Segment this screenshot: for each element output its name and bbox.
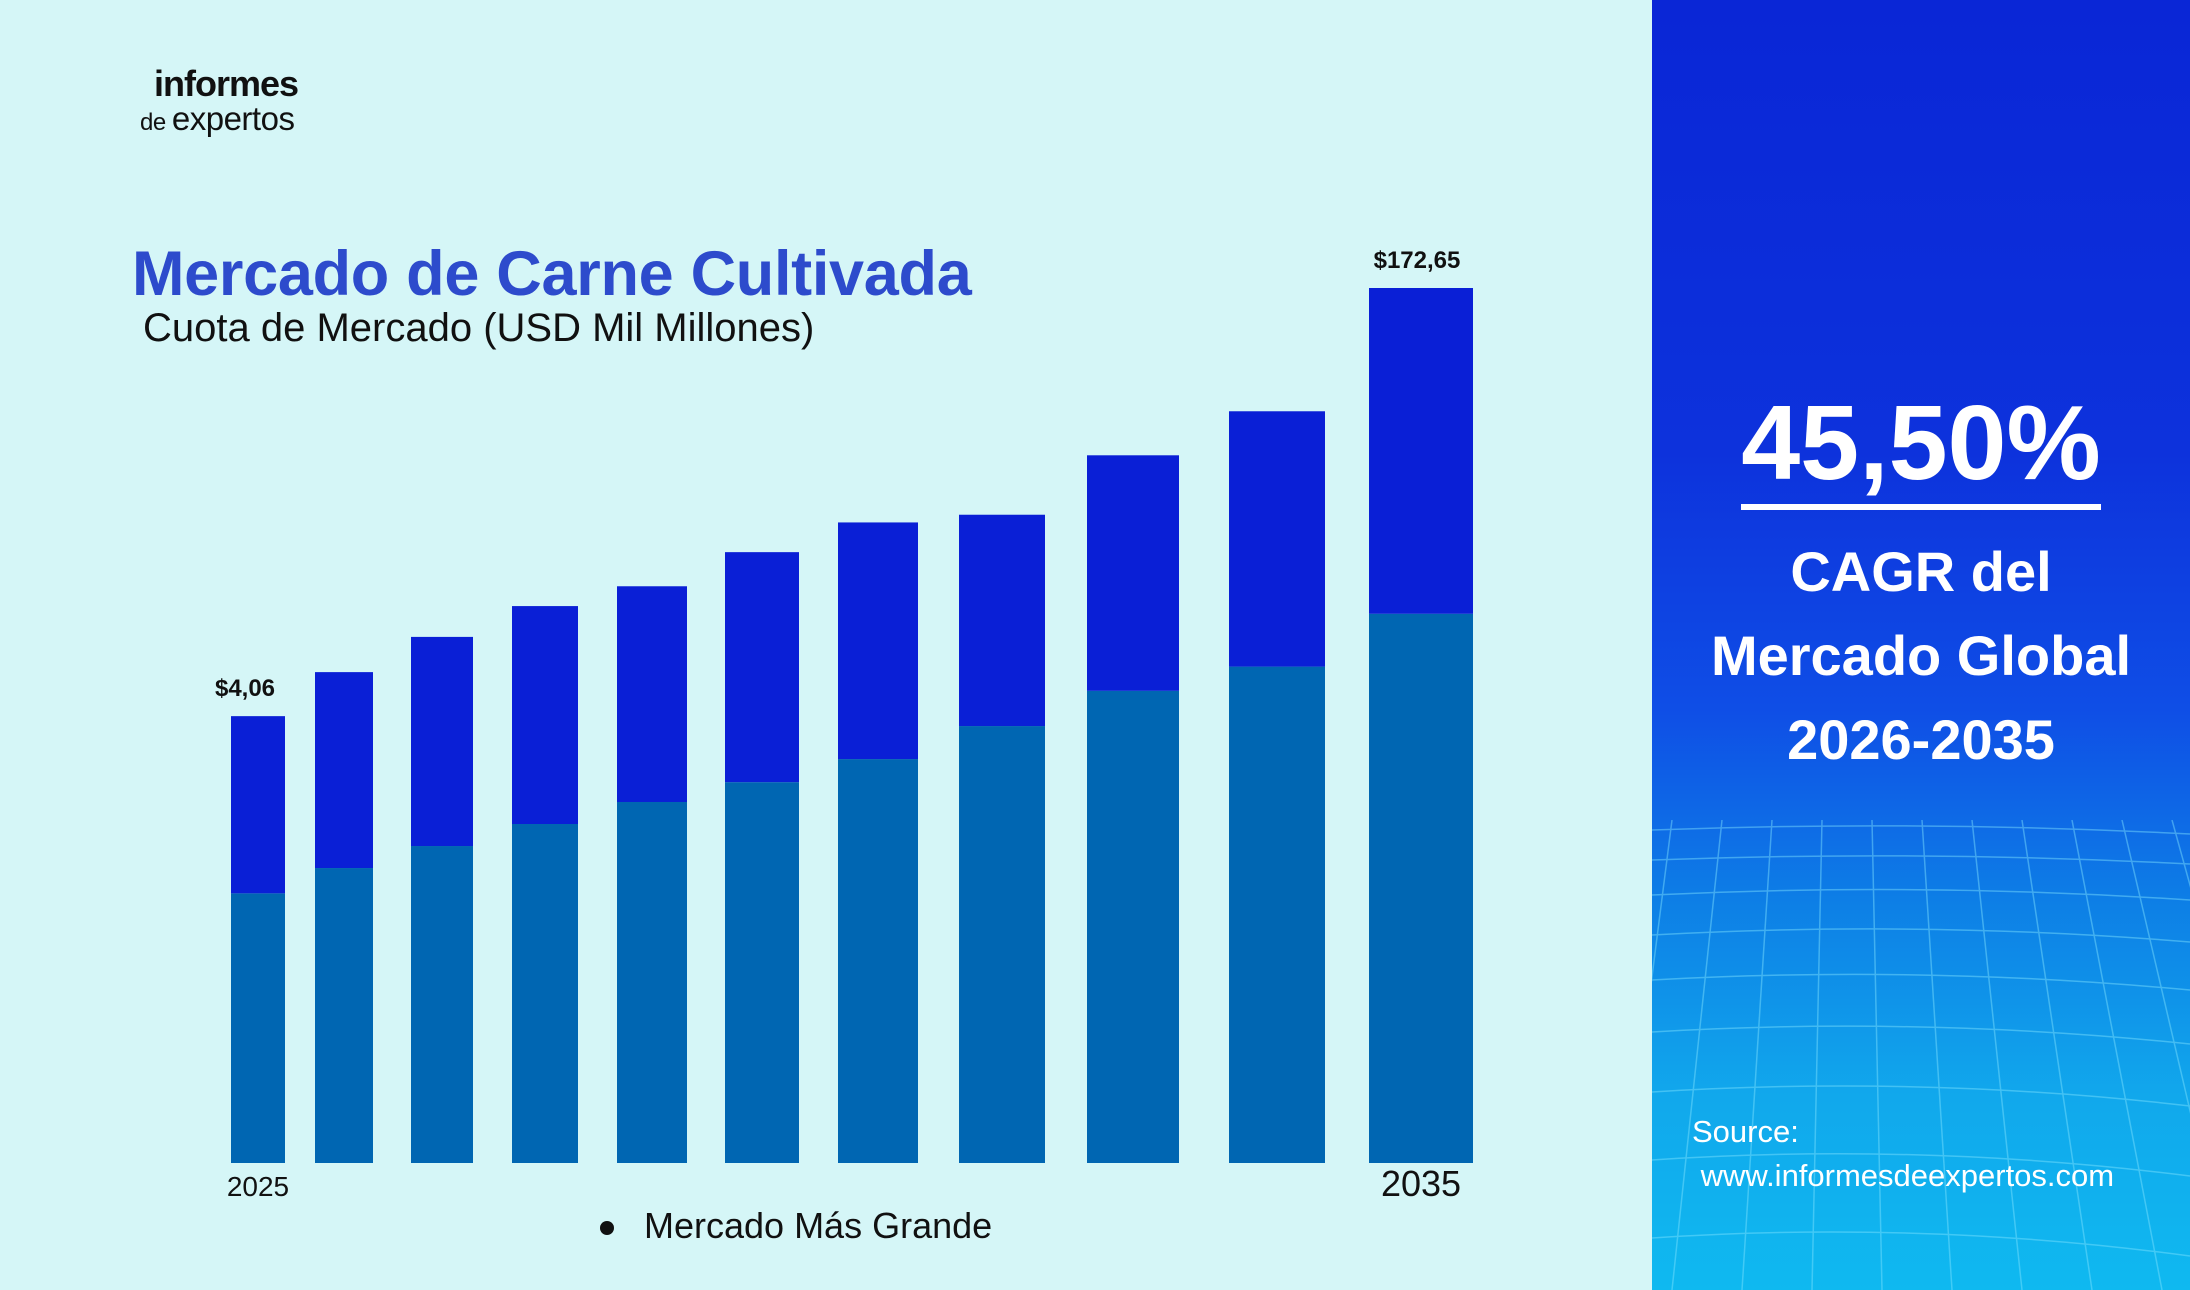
bar-segment-2031-top bbox=[838, 522, 918, 760]
bar-segment-2029-top bbox=[617, 586, 687, 802]
bar-segment-2030-top bbox=[725, 552, 799, 783]
pool-tiles-background bbox=[1652, 820, 2190, 1290]
source-text: Source: www.informesdeexpertos.com bbox=[1692, 1114, 2115, 1193]
bar-segment-2033-top bbox=[1087, 455, 1179, 691]
x-tick-label-2035: 2035 bbox=[1381, 1163, 1461, 1204]
bar-segment-2026-bottom bbox=[315, 868, 373, 1163]
chart-subtitle: Cuota de Mercado (USD Mil Millones) bbox=[143, 306, 815, 350]
data-label-2035: $172,65 bbox=[1374, 247, 1461, 274]
bar-segment-2029-bottom bbox=[617, 801, 687, 1163]
bar-segment-2031-bottom bbox=[838, 759, 918, 1163]
bar-segment-2035-bottom bbox=[1369, 613, 1473, 1163]
bar-segment-2025-bottom bbox=[231, 893, 285, 1163]
chart-area: informes de expertos Mercado de Carne Cu… bbox=[132, 63, 1473, 1247]
bar-segment-2028-bottom bbox=[512, 824, 578, 1163]
bar-segment-2025-top bbox=[231, 716, 285, 894]
bar-segment-2035-top bbox=[1369, 288, 1473, 614]
chart-legend: Mercado Más Grande bbox=[600, 1205, 992, 1247]
chart-title: Mercado de Carne Cultivada bbox=[132, 239, 972, 309]
bar-segment-2034-bottom bbox=[1229, 666, 1325, 1163]
x-tick-label-2025: 2025 bbox=[227, 1171, 289, 1202]
bar-chart: 2025 2035 $4,06 $172,65 bbox=[215, 247, 1473, 1204]
bar-segment-2034-top bbox=[1229, 411, 1325, 667]
bar-segment-2028-top bbox=[512, 606, 578, 825]
cagr-panel: 45,50% CAGR del Mercado Global 2026-2035… bbox=[1652, 0, 2190, 1290]
bar-segment-2033-bottom bbox=[1087, 690, 1179, 1163]
bar-segment-2027-bottom bbox=[411, 846, 473, 1163]
bar-segment-2032-bottom bbox=[959, 726, 1045, 1163]
cagr-description: CAGR del Mercado Global 2026-2035 bbox=[1710, 540, 2132, 771]
bar-segment-2027-top bbox=[411, 636, 473, 847]
bar-segment-2030-bottom bbox=[725, 782, 799, 1163]
cagr-value: 45,50% bbox=[1652, 384, 2190, 510]
legend-label: Mercado Más Grande bbox=[644, 1205, 993, 1246]
brand-logo: informes de expertos bbox=[140, 63, 299, 137]
bar-segment-2026-top bbox=[315, 672, 373, 869]
data-label-2025: $4,06 bbox=[215, 675, 275, 702]
bar-segment-2032-top bbox=[959, 514, 1045, 727]
legend-marker bbox=[600, 1220, 614, 1235]
